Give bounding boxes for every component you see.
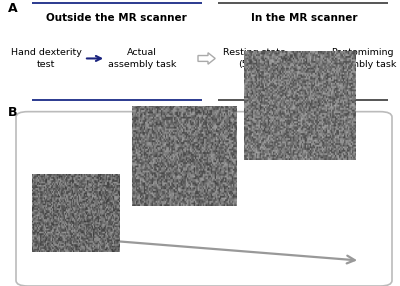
Text: B: B	[8, 106, 18, 119]
Text: Resting state
(5min): Resting state (5min)	[223, 48, 285, 69]
Text: Outside the MR scanner: Outside the MR scanner	[46, 13, 186, 23]
Text: In the MR scanner: In the MR scanner	[251, 13, 357, 23]
FancyBboxPatch shape	[16, 112, 392, 286]
Text: A: A	[8, 2, 18, 15]
Text: Hand dexterity
test: Hand dexterity test	[10, 48, 82, 69]
Text: Pantomiming
assembly task: Pantomiming assembly task	[328, 48, 396, 69]
Text: Actual
assembly task: Actual assembly task	[108, 48, 176, 69]
